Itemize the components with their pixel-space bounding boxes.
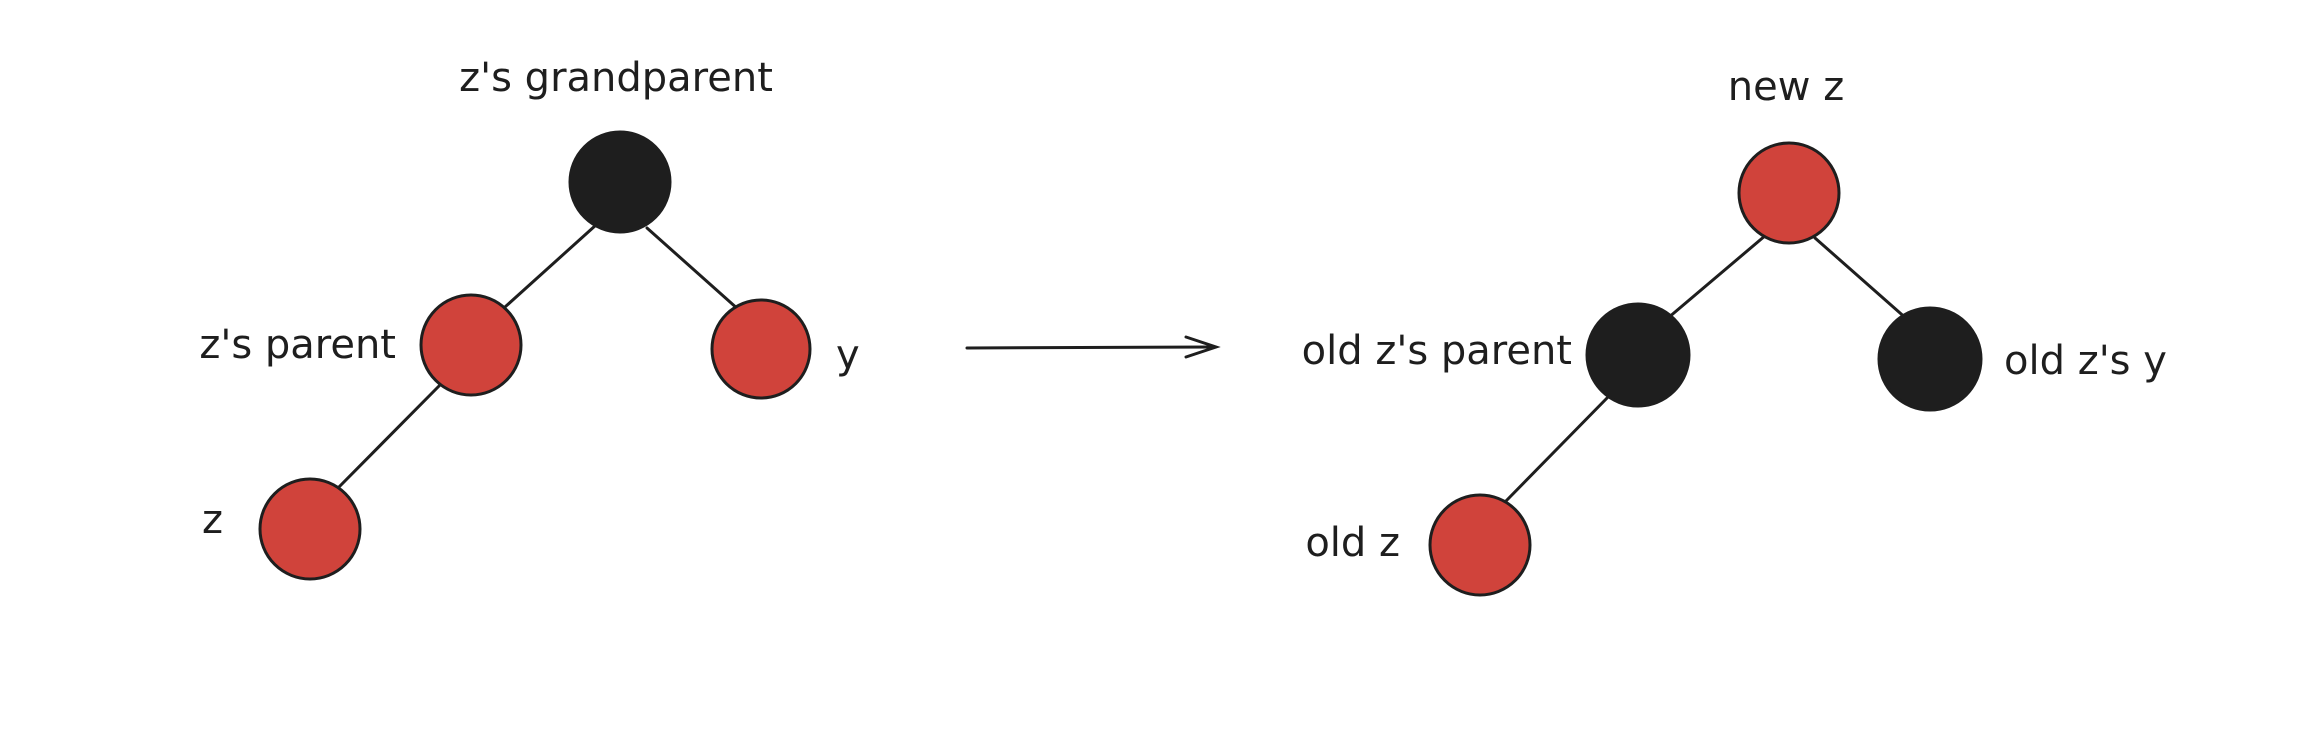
- edge-newz-olduncle: [1813, 236, 1910, 322]
- node-parent: [419, 293, 523, 397]
- arrow-shaft: [965, 345, 1216, 350]
- edge-grandparent-parent: [503, 223, 598, 309]
- node-uncle: [710, 298, 812, 400]
- before-tree: z's grandparent z's parent y z: [199, 55, 860, 581]
- arrow-head: [1184, 335, 1221, 359]
- after-tree: new z old z's parent old z's y old z: [1302, 64, 2167, 597]
- label-uncle: y: [836, 332, 860, 378]
- label-grandparent: z's grandparent: [459, 55, 773, 101]
- node-old-parent: [1585, 302, 1691, 408]
- label-old-parent: old z's parent: [1302, 328, 1572, 374]
- transition-arrow: [965, 335, 1221, 359]
- node-grandparent: [568, 130, 672, 234]
- label-old-z: old z: [1305, 520, 1400, 566]
- edge-newz-oldparent: [1666, 233, 1768, 320]
- edge-parent-z: [334, 383, 442, 492]
- label-z: z: [202, 497, 223, 543]
- edge-oldparent-oldz: [1504, 393, 1612, 503]
- label-parent: z's parent: [199, 322, 396, 368]
- node-old-uncle: [1877, 306, 1983, 412]
- label-old-uncle: old z's y: [2004, 338, 2167, 384]
- edge-grandparent-uncle: [645, 226, 741, 312]
- node-new-z: [1737, 141, 1841, 245]
- node-old-z: [1428, 493, 1532, 597]
- node-z: [258, 477, 362, 581]
- label-new-z: new z: [1728, 64, 1844, 110]
